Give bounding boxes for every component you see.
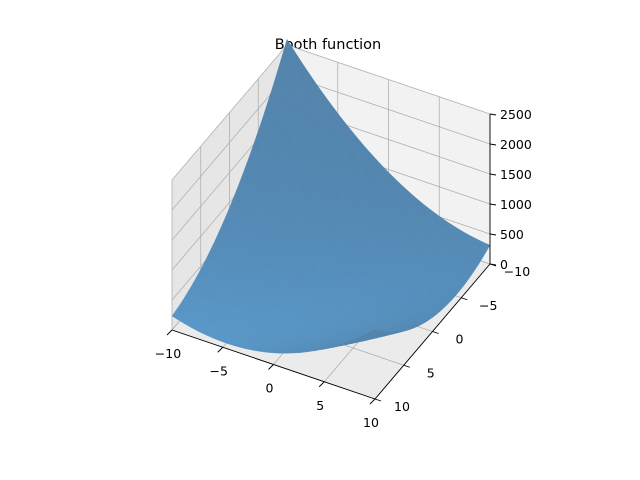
y-tick-mark — [432, 331, 439, 334]
grid-line — [286, 74, 491, 145]
z-tick-mark — [489, 203, 497, 206]
x-tick-mark — [166, 329, 173, 336]
z-tick-mark — [489, 233, 497, 236]
y-tick-mark — [461, 297, 468, 301]
z-tick-label: 0 — [500, 257, 508, 272]
x-tick-label: 10 — [363, 415, 379, 430]
x-tick-mark — [217, 346, 224, 353]
x-tick-label: −5 — [210, 363, 228, 378]
y-tick-mark — [403, 364, 410, 368]
y-tick-label: 5 — [427, 365, 435, 380]
x-tick-mark — [318, 381, 325, 388]
x-tick-mark — [268, 364, 274, 370]
surface-patch — [171, 310, 183, 321]
y-axis-ticks: −10 −5 0 5 10 — [374, 263, 530, 414]
x-tick-label: 0 — [266, 381, 274, 396]
grid-line — [286, 44, 491, 115]
y-tick-label: 10 — [394, 399, 410, 414]
z-tick-label: 2500 — [500, 107, 532, 122]
y-tick-label: −10 — [504, 264, 530, 279]
surface — [171, 38, 491, 354]
z-tick-mark — [489, 173, 497, 176]
y-tick-label: 0 — [456, 332, 464, 347]
z-tick-mark — [489, 263, 497, 266]
z-tick-mark — [489, 143, 497, 146]
x-axis-ticks: −10 −5 0 5 10 — [155, 329, 379, 430]
grid-line — [171, 44, 288, 181]
x-tick-mark — [369, 398, 376, 405]
z-tick-mark — [489, 113, 497, 116]
grid-line — [171, 74, 288, 211]
x-tick-label: −10 — [155, 346, 181, 361]
x-tick-label: 5 — [316, 398, 324, 413]
z-axis-ticks: 0 500 1000 1500 2000 2500 — [489, 107, 532, 272]
z-tick-label: 2000 — [500, 137, 532, 152]
z-tick-label: 1000 — [500, 197, 532, 212]
y-tick-mark — [374, 398, 382, 402]
y-tick-label: −5 — [479, 298, 497, 313]
chart-title: Booth function — [275, 37, 381, 53]
z-tick-label: 1500 — [500, 167, 532, 182]
z-tick-label: 500 — [500, 227, 524, 242]
